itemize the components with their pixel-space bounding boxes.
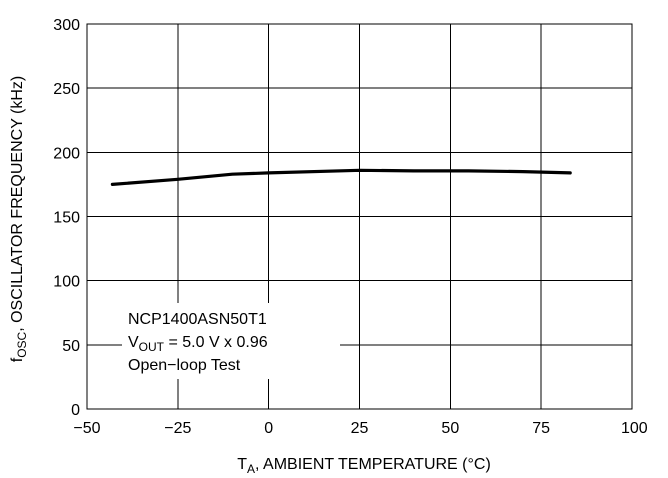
plot-frame — [86, 23, 633, 410]
y-axis-title: fOSC, OSCILLATOR FREQUENCY (kHz) — [9, 76, 29, 363]
annotation-line-2: VOUT = 5.0 V x 0.96 — [128, 334, 268, 354]
annotation-line-2-rest: = 5.0 V x 0.96 — [164, 334, 268, 351]
x-tick-label: −25 — [164, 420, 191, 437]
annotation-line-2-sub: OUT — [139, 340, 165, 354]
x-axis-title-rest: , AMBIENT TEMPERATURE (°C) — [255, 456, 491, 473]
y-tick-label: 150 — [53, 210, 80, 227]
x-tick-labels: −50 −25 0 25 50 75 100 — [73, 420, 647, 437]
annotation-line-2-main: V — [128, 334, 139, 351]
x-tick-label: 100 — [621, 420, 648, 437]
x-tick-label: −50 — [73, 420, 100, 437]
y-axis-title-rest: , OSCILLATOR FREQUENCY (kHz) — [9, 76, 26, 332]
annotation-line-3: Open−loop Test — [128, 357, 241, 374]
annotation-line-1: NCP1400ASN50T1 — [128, 311, 267, 328]
series-line — [110, 168, 572, 186]
annotation-background — [122, 303, 340, 379]
y-tick-label: 200 — [53, 145, 80, 162]
y-tick-labels: 0 50 100 150 200 250 300 — [53, 17, 80, 419]
x-axis-title: TA, AMBIENT TEMPERATURE (°C) — [237, 456, 491, 476]
x-tick-label: 25 — [351, 420, 369, 437]
x-axis-title-sub: A — [247, 462, 255, 476]
y-tick-label: 100 — [53, 274, 80, 291]
y-tick-label: 0 — [71, 402, 80, 419]
y-axis-title-sub: OSC — [15, 331, 29, 357]
x-tick-label: 0 — [264, 420, 273, 437]
y-tick-label: 250 — [53, 81, 80, 98]
y-tick-label: 50 — [62, 338, 80, 355]
y-axis-title-main: f — [9, 357, 26, 362]
x-tick-label: 50 — [441, 420, 459, 437]
y-tick-label: 300 — [53, 17, 80, 34]
x-axis-title-main: T — [237, 456, 247, 473]
x-tick-label: 75 — [532, 420, 550, 437]
